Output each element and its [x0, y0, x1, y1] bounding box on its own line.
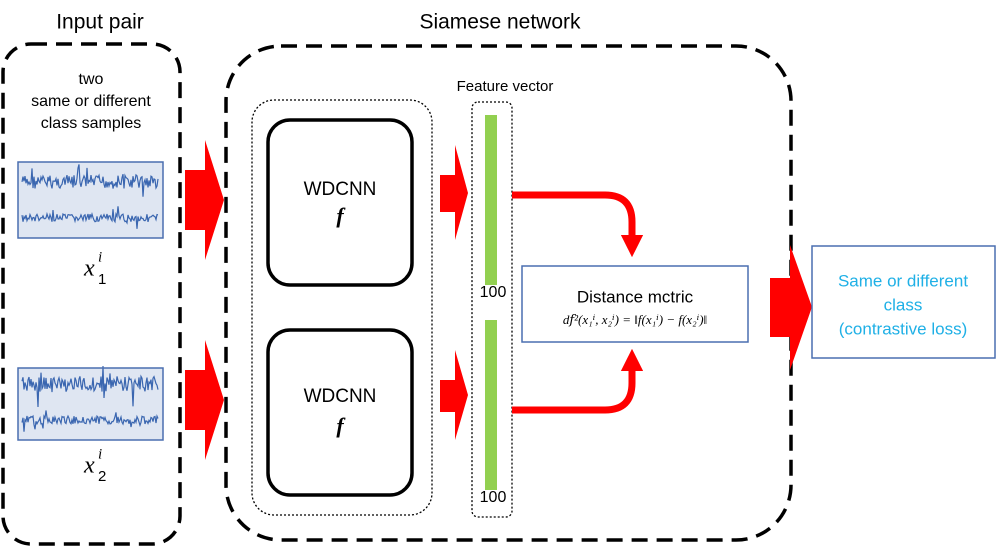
sample-sup: i: [98, 446, 102, 462]
distance-box: [521, 265, 749, 343]
cnn-box: [266, 328, 414, 497]
sample-sub: 2: [98, 468, 106, 485]
sample-sup: i: [98, 249, 102, 265]
sample-panel: [17, 161, 164, 239]
distance-title: Distance mctric: [577, 287, 694, 306]
arrow: [185, 340, 224, 460]
output-box: [811, 245, 996, 359]
waveform: [21, 206, 159, 229]
input-box: [1, 42, 182, 546]
cnn-group: [251, 99, 433, 516]
feature-group: [471, 101, 513, 518]
cnn-function: f: [336, 413, 346, 438]
sample-base: x: [83, 453, 95, 479]
sample-sub: 1: [98, 271, 106, 288]
feature-size: 100: [480, 489, 507, 506]
arrow: [512, 191, 644, 258]
waveform: [21, 164, 159, 197]
distance-formula: d𝑓²(x₁ⁱ, x₂ⁱ) = ‖f(x₁ⁱ) − f(x₂ⁱ)‖: [563, 312, 707, 327]
sample-panel: [17, 367, 164, 441]
arrow: [770, 245, 812, 370]
cnn-function: f: [336, 203, 346, 228]
output-text: class: [884, 295, 923, 314]
cnn-label: WDCNN: [304, 386, 377, 407]
arrow: [440, 145, 468, 240]
desc: same or different: [31, 93, 151, 110]
feature-size: 100: [480, 284, 507, 301]
arrow: [512, 348, 644, 414]
desc: class samples: [41, 115, 141, 132]
waveform: [21, 365, 159, 408]
feature-bar: [485, 115, 497, 285]
input-title: Input pair: [56, 11, 144, 34]
waveform: [21, 410, 159, 432]
output-text: Same or different: [838, 271, 968, 290]
cnn-box: [266, 118, 414, 287]
arrow: [185, 140, 224, 260]
siamese-title: Siamese network: [419, 11, 581, 34]
output-text: (contrastive loss): [839, 319, 967, 338]
desc: two: [79, 71, 104, 88]
cnn-label: WDCNN: [304, 179, 377, 200]
arrow: [440, 350, 468, 440]
feature-title: Feature vector: [457, 78, 554, 95]
sample-base: x: [83, 256, 95, 282]
wave-bg: [18, 162, 163, 238]
feature-bar: [485, 320, 497, 490]
